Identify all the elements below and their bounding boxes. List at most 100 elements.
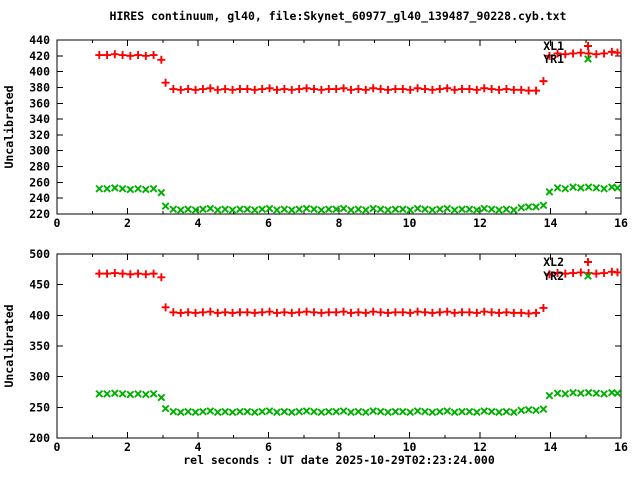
y-tick-label: 450 (29, 278, 50, 292)
plus-marker (272, 85, 281, 94)
plus-marker (487, 308, 496, 317)
plus-marker (265, 307, 274, 316)
plus-marker (302, 307, 311, 316)
plus-marker (509, 85, 518, 94)
plus-marker (495, 85, 504, 94)
plus-marker (435, 85, 444, 94)
plus-marker (458, 308, 467, 317)
cross-marker (206, 407, 215, 415)
cross-marker (361, 206, 370, 214)
cross-marker (406, 408, 415, 417)
plus-marker (502, 85, 511, 94)
cross-marker (413, 407, 422, 415)
cross-marker (502, 407, 511, 416)
plus-marker (126, 270, 135, 279)
plus-marker (539, 77, 548, 86)
cross-marker (509, 408, 518, 417)
cross-marker (273, 408, 281, 417)
plus-marker (480, 84, 489, 93)
plus-marker (250, 85, 259, 94)
plus-marker (332, 85, 341, 94)
plus-marker (406, 85, 415, 94)
plus-marker (126, 51, 135, 60)
cross-marker (384, 408, 392, 417)
cross-marker (450, 408, 459, 417)
y-tick-label: 250 (29, 400, 50, 414)
cross-marker (502, 205, 511, 214)
plus-marker (600, 49, 609, 58)
y-tick-label: 260 (29, 175, 50, 189)
cross-marker (584, 183, 593, 191)
plus-marker (141, 51, 150, 60)
plus-marker (361, 85, 370, 94)
plus-marker (406, 308, 415, 317)
plus-marker (561, 50, 570, 59)
cross-marker (584, 388, 593, 397)
cross-marker (517, 406, 526, 415)
cross-marker (472, 206, 481, 214)
cross-marker (428, 206, 437, 214)
plus-marker (324, 85, 333, 94)
cross-marker (243, 407, 252, 416)
y-tick-label: 350 (29, 339, 50, 353)
cross-marker (569, 388, 577, 397)
plus-marker (141, 270, 150, 279)
x-tick-label: 4 (195, 216, 202, 230)
plus-marker (110, 50, 119, 59)
cross-marker (213, 408, 222, 417)
plus-marker (428, 308, 437, 317)
cross-marker (561, 184, 570, 193)
plus-marker (383, 308, 392, 317)
x-tick-label: 16 (614, 216, 628, 230)
plus-marker (576, 48, 585, 57)
plus-marker (332, 308, 341, 317)
cross-marker (592, 184, 601, 192)
y-tick-label: 240 (29, 191, 50, 205)
plot2-y-axis-label: Uncalibrated (2, 304, 16, 387)
plus-marker (584, 258, 592, 266)
cross-marker (339, 204, 348, 213)
cross-marker (584, 55, 592, 63)
cross-marker (110, 184, 119, 192)
plus-marker (265, 84, 274, 93)
plus-marker (532, 308, 541, 317)
plus-marker (157, 273, 166, 282)
plus-marker (295, 308, 304, 317)
plus-marker (228, 308, 237, 317)
plus-marker (532, 86, 541, 95)
cross-marker (450, 206, 459, 214)
cross-marker (391, 407, 400, 416)
plus-marker (176, 85, 185, 94)
legend-label-XL2: XL2 (543, 255, 564, 269)
cross-marker (421, 407, 429, 416)
cross-marker (265, 204, 274, 213)
plus-marker (443, 84, 452, 93)
cross-marker (310, 205, 318, 214)
x-tick-label: 12 (473, 216, 487, 230)
cross-marker (228, 206, 237, 214)
cross-marker (110, 389, 119, 398)
plus-marker (235, 308, 244, 317)
cross-marker (495, 408, 503, 417)
cross-marker (103, 389, 111, 398)
cross-marker (347, 206, 355, 214)
plus-marker (545, 51, 554, 60)
y-tick-label: 340 (29, 112, 50, 126)
cross-marker (354, 205, 363, 214)
cross-marker (258, 407, 267, 416)
plus-marker (149, 269, 158, 278)
cross-marker (103, 184, 111, 193)
plus-marker (258, 85, 267, 94)
plus-marker (576, 268, 585, 277)
plus-marker (421, 308, 430, 317)
cross-marker (435, 407, 444, 416)
plus-marker (103, 269, 112, 278)
x-tick-label: 2 (124, 440, 131, 454)
cross-marker (161, 404, 170, 413)
cross-marker (273, 206, 281, 214)
x-tick-label: 4 (195, 440, 202, 454)
plus-marker (495, 308, 504, 317)
cross-marker (509, 206, 518, 214)
cross-marker (532, 203, 540, 211)
